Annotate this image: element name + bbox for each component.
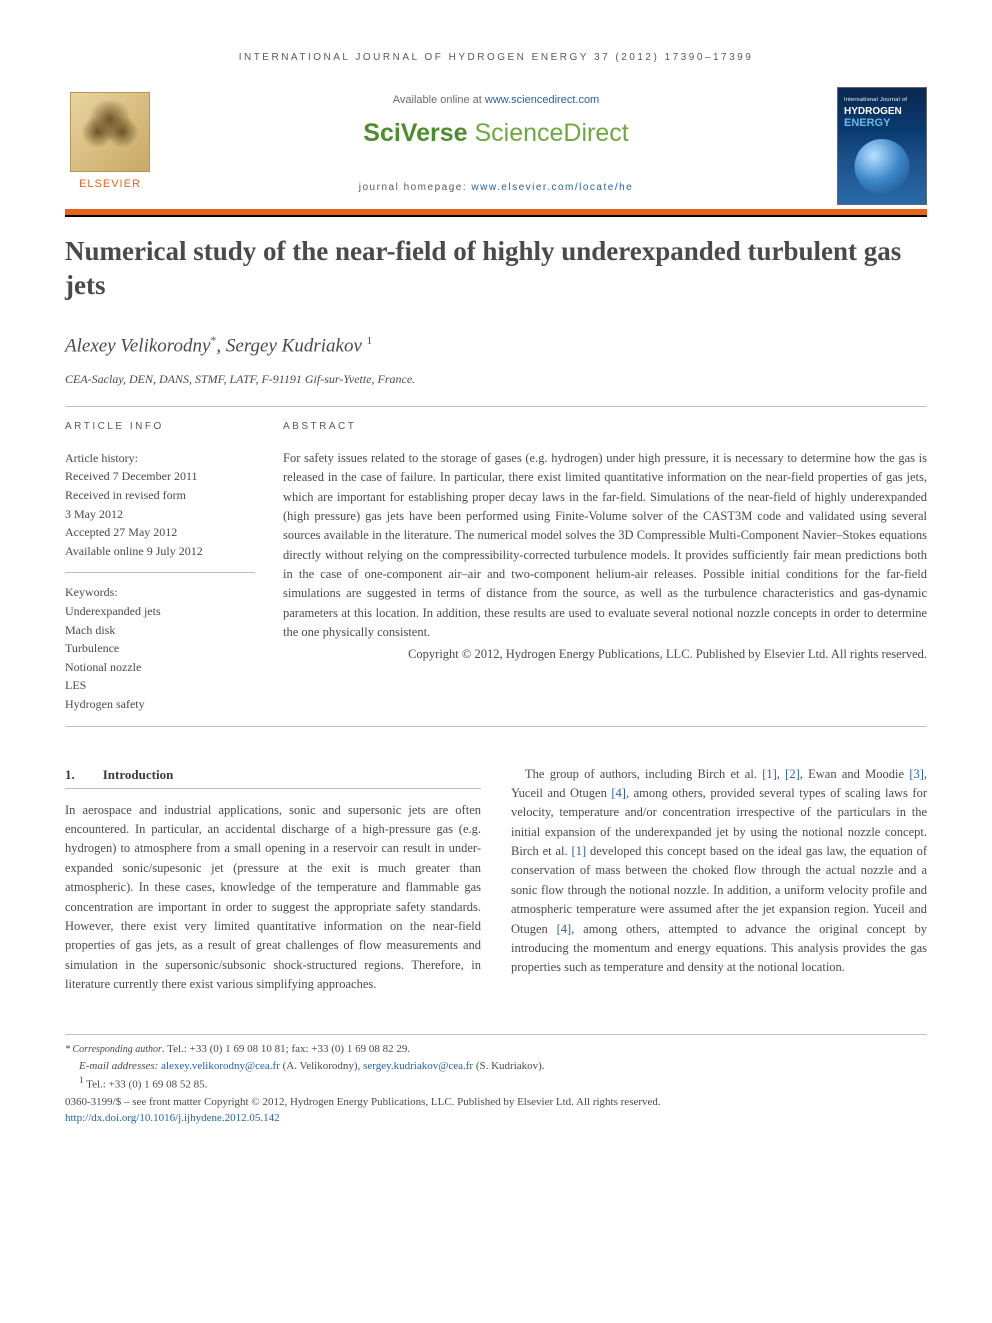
ref-link[interactable]: [1] (572, 844, 587, 858)
footnote-text: Tel.: +33 (0) 1 69 08 52 85. (84, 1079, 208, 1091)
brand-sciencedirect: ScienceDirect (474, 119, 628, 147)
doi-link[interactable]: http://dx.doi.org/10.1016/j.ijhydene.201… (65, 1112, 280, 1124)
available-prefix: Available online at (393, 94, 485, 106)
authors: Alexey Velikorodny*, Sergey Kudriakov 1 (65, 331, 927, 361)
section-title: Introduction (103, 765, 174, 785)
column-right: The group of authors, including Birch et… (511, 765, 927, 995)
email-line: E-mail addresses: alexey.velikorodny@cea… (65, 1058, 927, 1075)
divider (65, 406, 927, 407)
footnote-1: 1 Tel.: +33 (0) 1 69 08 52 85. (65, 1074, 927, 1093)
keyword-divider (65, 572, 255, 573)
email-who-2: (S. Kudriakov). (473, 1060, 545, 1072)
section-number: 1. (65, 765, 75, 785)
abstract-panel: ABSTRACT For safety issues related to th… (283, 419, 927, 713)
abstract-text: For safety issues related to the storage… (283, 449, 927, 643)
sciverse-brand: SciVerse ScienceDirect (170, 115, 822, 153)
masthead: ELSEVIER Available online at www.science… (65, 87, 927, 205)
body-columns: 1. Introduction In aerospace and industr… (65, 765, 927, 995)
history-label: Article history: (65, 449, 255, 468)
revised-line2: 3 May 2012 (65, 505, 255, 524)
keyword-item: Hydrogen safety (65, 695, 255, 714)
article-info-heading: ARTICLE INFO (65, 419, 255, 435)
accepted: Accepted 27 May 2012 (65, 523, 255, 542)
keyword-item: Turbulence (65, 639, 255, 658)
author-1-mark[interactable]: * (210, 333, 216, 347)
publisher-name: ELSEVIER (79, 176, 141, 193)
homepage-prefix: journal homepage: (359, 182, 472, 193)
author-2-mark: 1 (367, 335, 373, 347)
running-header: INTERNATIONAL JOURNAL OF HYDROGEN ENERGY… (65, 50, 927, 65)
abstract-heading: ABSTRACT (283, 419, 927, 435)
cover-line3: ENERGY (844, 115, 920, 132)
corr-label: * Corresponding author (65, 1044, 162, 1055)
revised-line1: Received in revised form (65, 486, 255, 505)
corresponding-author: * Corresponding author. Tel.: +33 (0) 1 … (65, 1041, 927, 1058)
homepage-link[interactable]: www.elsevier.com/locate/he (471, 182, 633, 193)
cover-globe-icon (855, 139, 910, 194)
email-who-1: (A. Velikorodny), (280, 1060, 363, 1072)
cover-line1: International Journal of (844, 96, 920, 104)
publisher-logo: ELSEVIER (65, 87, 155, 192)
author-1: Alexey Velikorodny (65, 335, 210, 356)
column-left: 1. Introduction In aerospace and industr… (65, 765, 481, 995)
email-label: E-mail addresses: (79, 1060, 161, 1072)
brand-sciverse: SciVerse (363, 119, 474, 147)
ref-link[interactable]: [4] (557, 922, 572, 936)
journal-homepage: journal homepage: www.elsevier.com/locat… (170, 180, 822, 195)
author-2: Sergey Kudriakov (226, 335, 362, 356)
ref-link[interactable]: [3] (909, 767, 924, 781)
abstract-copyright: Copyright © 2012, Hydrogen Energy Public… (283, 645, 927, 664)
ref-link[interactable]: [4] (611, 786, 626, 800)
article-info-panel: ARTICLE INFO Article history: Received 7… (65, 419, 255, 713)
elsevier-tree-icon (70, 92, 150, 172)
journal-cover-thumbnail: International Journal of HYDROGEN ENERGY (837, 87, 927, 205)
affiliation: CEA-Saclay, DEN, DANS, STMF, LATF, F-911… (65, 370, 927, 388)
footnotes: * Corresponding author. Tel.: +33 (0) 1 … (65, 1034, 927, 1126)
sciencedirect-link[interactable]: www.sciencedirect.com (485, 94, 599, 106)
issn-line: 0360-3199/$ – see front matter Copyright… (65, 1094, 927, 1111)
corr-tel: . Tel.: +33 (0) 1 69 08 10 81; fax: +33 … (162, 1043, 410, 1055)
black-divider (65, 215, 927, 217)
keyword-item: Mach disk (65, 621, 255, 640)
email-link-1[interactable]: alexey.velikorodny@cea.fr (161, 1060, 280, 1072)
online: Available online 9 July 2012 (65, 542, 255, 561)
keyword-item: Underexpanded jets (65, 602, 255, 621)
body-paragraph: The group of authors, including Birch et… (511, 765, 927, 978)
divider (65, 726, 927, 727)
keyword-item: Notional nozzle (65, 658, 255, 677)
body-paragraph: In aerospace and industrial applications… (65, 801, 481, 995)
article-title: Numerical study of the near-field of hig… (65, 235, 927, 303)
available-online: Available online at www.sciencedirect.co… (170, 92, 822, 109)
ref-link[interactable]: [1] (762, 767, 777, 781)
ref-link[interactable]: [2] (785, 767, 800, 781)
email-link-2[interactable]: sergey.kudriakov@cea.fr (363, 1060, 473, 1072)
received: Received 7 December 2011 (65, 467, 255, 486)
section-heading: 1. Introduction (65, 765, 481, 789)
keywords-label: Keywords: (65, 583, 255, 602)
keyword-item: LES (65, 676, 255, 695)
